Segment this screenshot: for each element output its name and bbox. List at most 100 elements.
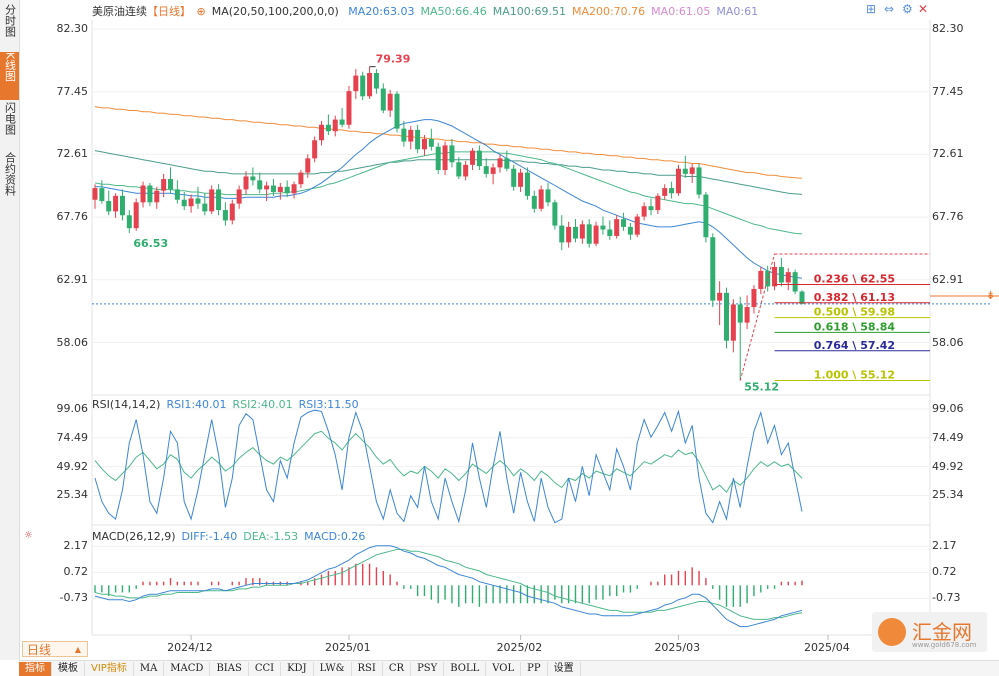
candle-body xyxy=(257,180,263,190)
candle-body xyxy=(655,195,661,211)
candle xyxy=(373,69,379,94)
indicator-tab[interactable]: RSI xyxy=(352,662,383,676)
indicator-tab[interactable]: PSY xyxy=(411,662,445,676)
indicator-tab[interactable]: PP xyxy=(521,662,548,676)
candle-body xyxy=(394,93,400,129)
rsi-tick-right: 74.49 xyxy=(932,430,964,444)
candle-body xyxy=(174,189,180,200)
candle xyxy=(140,181,146,208)
ma-value: MA0:61 xyxy=(716,5,759,18)
price-tick-right: 72.61 xyxy=(932,147,964,161)
candle xyxy=(291,181,297,199)
candle xyxy=(572,219,578,243)
candle xyxy=(566,221,572,248)
candle xyxy=(270,179,276,196)
candle xyxy=(696,163,702,199)
candle-body xyxy=(778,266,784,283)
indicator-tab[interactable]: LW& xyxy=(314,662,352,676)
candle-body xyxy=(99,188,105,202)
settings-icon[interactable]: ⚙ xyxy=(902,2,913,16)
candle-body xyxy=(140,185,146,203)
candle-body xyxy=(188,198,194,207)
candle-body xyxy=(566,226,572,243)
ma-label: MA(20,50,100,200,0,0) xyxy=(211,5,339,18)
ma-settings-icon[interactable]: ⊕ xyxy=(196,5,206,18)
candle-body xyxy=(703,194,709,238)
candle-body xyxy=(470,150,476,165)
price-tick-right: 62.91 xyxy=(932,272,964,286)
indicator-tab[interactable]: VIP指标 xyxy=(85,662,134,676)
candle-body xyxy=(586,224,592,244)
x-axis-label: 2025/01 xyxy=(324,641,371,654)
tab-timeshare[interactable]: 分时图 xyxy=(3,4,17,37)
price-tick-left: 72.61 xyxy=(56,147,89,161)
candle-body xyxy=(559,225,565,243)
rsi-panel xyxy=(94,409,803,524)
candle-body xyxy=(415,129,421,150)
indicator-tab[interactable]: 设置 xyxy=(548,662,581,676)
candle xyxy=(689,163,695,183)
period-selector[interactable]: 日线 ▲ xyxy=(22,641,88,657)
candle xyxy=(181,191,187,211)
indicator-tab[interactable]: CR xyxy=(383,662,412,676)
instrument-name: 美原油连续 xyxy=(92,5,147,18)
indicator-tab[interactable]: 指标 xyxy=(19,662,52,676)
rsi-legend-item: RSI2:40.01 xyxy=(232,398,293,411)
indicator-tab[interactable]: BOLL xyxy=(444,662,487,676)
tab-flash[interactable]: 闪电图 xyxy=(3,102,17,135)
main-legend: 美原油连续【日线】 ⊕ MA(20,50,100,200,0,0) MA20:63… xyxy=(92,3,770,19)
chart-type-sidebar: 分时图 K线图 闪电图 合约资料 xyxy=(0,0,20,660)
indicator-tab[interactable]: 模板 xyxy=(52,662,85,676)
candle-body xyxy=(648,206,654,211)
moving-average-lines xyxy=(94,106,803,279)
candle-body xyxy=(497,158,503,168)
candle-body xyxy=(243,176,249,190)
expand-icon[interactable]: ⊞ xyxy=(866,2,877,16)
candle-body xyxy=(552,202,558,226)
candle-body xyxy=(380,88,386,111)
candle xyxy=(99,180,105,204)
indicator-tab[interactable]: MACD xyxy=(164,662,211,676)
tab-kline[interactable]: K线图 xyxy=(0,52,19,100)
candle xyxy=(744,295,750,330)
candle-body xyxy=(730,304,736,341)
candle xyxy=(579,220,585,244)
candle-body xyxy=(524,172,530,196)
rsi-legend-item: RSI1:40.01 xyxy=(166,398,227,411)
candle xyxy=(209,185,215,214)
logo-text: 汇金网 xyxy=(912,620,972,644)
candle xyxy=(641,202,647,221)
candle xyxy=(524,167,530,200)
candle xyxy=(621,212,627,231)
candle xyxy=(216,184,222,216)
candle xyxy=(119,189,125,221)
candle-body xyxy=(325,124,331,132)
candle xyxy=(401,120,407,147)
candle xyxy=(106,190,112,216)
chart-canvas[interactable]: 0.236 \ 62.550.382 \ 61.130.500 \ 59.980… xyxy=(0,0,999,660)
rsi-legend-item: RSI(14,14,2) xyxy=(92,398,161,411)
close-icon[interactable]: ✕ xyxy=(918,2,929,16)
candle-body xyxy=(600,225,606,230)
candle xyxy=(470,148,476,170)
candle-body xyxy=(696,167,702,195)
indicator-tab[interactable]: MA xyxy=(134,662,165,676)
macd-settings-icon[interactable]: ☼ xyxy=(24,530,33,541)
reset-icon[interactable]: ⇔ xyxy=(884,2,895,16)
candle xyxy=(531,190,537,213)
indicator-tab[interactable]: KDJ xyxy=(281,662,314,676)
indicator-tab[interactable]: BIAS xyxy=(210,662,249,676)
candle-body xyxy=(483,166,489,174)
tab-contract-info[interactable]: 合约资料 xyxy=(3,152,17,196)
candle xyxy=(380,83,386,114)
candle-body xyxy=(614,219,620,236)
fib-level-label: 1.000 \ 55.12 xyxy=(814,369,895,382)
indicator-tab[interactable]: VOL xyxy=(486,662,522,676)
candle-body xyxy=(572,226,578,239)
indicator-tab[interactable]: CCI xyxy=(249,662,282,676)
price-tick-left: 82.30 xyxy=(56,22,89,36)
candle-body xyxy=(504,158,510,169)
candle xyxy=(174,180,180,204)
candle-body xyxy=(222,210,228,221)
candle xyxy=(277,182,283,200)
